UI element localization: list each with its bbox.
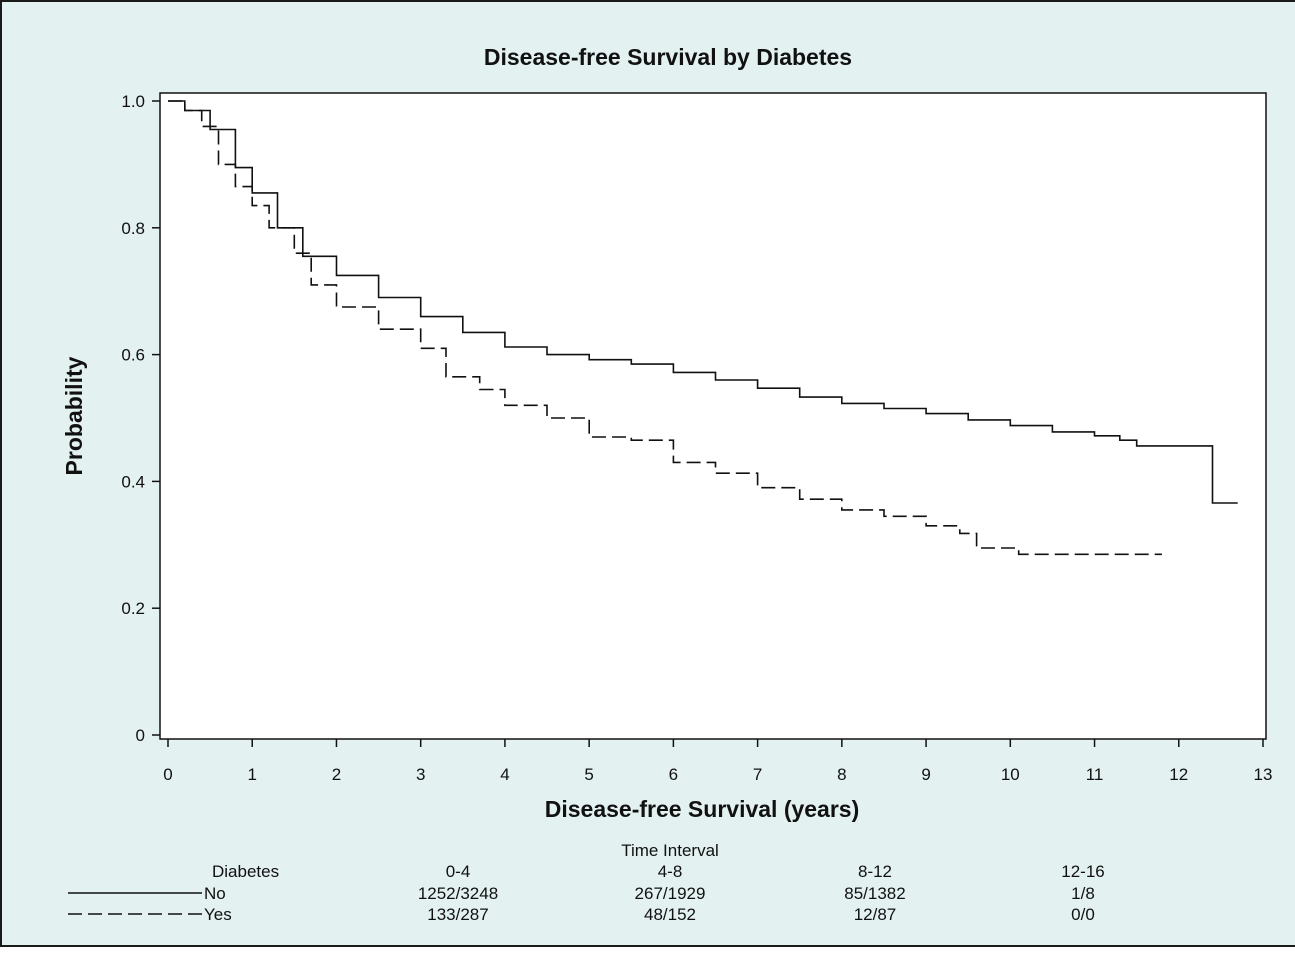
x-axis: 0 1 2 3 4 5 6 7 8 9 10 11 12 13 <box>163 739 1272 784</box>
x-tick-label: 4 <box>500 765 509 784</box>
risk-cell: 48/152 <box>644 905 696 924</box>
risk-table-header: Time Interval <box>621 841 719 860</box>
chart-title: Disease-free Survival by Diabetes <box>484 44 852 70</box>
y-tick-label: 0.8 <box>121 219 145 238</box>
x-tick-label: 10 <box>1001 765 1020 784</box>
risk-interval-label: 4-8 <box>658 862 683 881</box>
y-tick-label: 0 <box>136 726 145 745</box>
series-line-no <box>168 100 1238 504</box>
risk-cell: 133/287 <box>427 905 488 924</box>
x-tick-label: 2 <box>332 765 341 784</box>
risk-interval-label: 0-4 <box>446 862 471 881</box>
risk-table: Time Interval Diabetes 0-4 4-8 8-12 12-16 No… <box>68 841 1105 924</box>
x-tick-label: 12 <box>1169 765 1188 784</box>
x-tick-label: 1 <box>247 765 256 784</box>
plot-area <box>159 92 1267 740</box>
y-tick-label: 0.2 <box>121 599 145 618</box>
x-axis-label: Disease-free Survival (years) <box>545 796 860 822</box>
risk-cell: 267/1929 <box>635 884 706 903</box>
risk-row-label: Yes <box>204 905 232 924</box>
risk-cell: 0/0 <box>1071 905 1095 924</box>
x-tick-label: 3 <box>416 765 425 784</box>
risk-cell: 1252/3248 <box>418 884 498 903</box>
y-tick-label: 0.6 <box>121 346 145 365</box>
series-line-yes <box>168 100 1162 556</box>
y-tick-label: 0.4 <box>121 472 145 491</box>
risk-cell: 12/87 <box>854 905 897 924</box>
risk-table-row-header: Diabetes <box>212 862 279 881</box>
x-tick-label: 0 <box>163 765 172 784</box>
x-tick-label: 13 <box>1254 765 1273 784</box>
x-tick-label: 6 <box>669 765 678 784</box>
risk-cell: 85/1382 <box>844 884 905 903</box>
x-tick-label: 9 <box>921 765 930 784</box>
x-tick-label: 11 <box>1086 765 1104 784</box>
survival-curves <box>168 100 1238 556</box>
y-axis: 0 0.2 0.4 0.6 0.8 1.0 <box>121 92 160 745</box>
risk-interval-label: 8-12 <box>858 862 892 881</box>
risk-interval-label: 12-16 <box>1061 862 1104 881</box>
x-tick-label: 5 <box>584 765 593 784</box>
risk-row-label: No <box>204 884 226 903</box>
risk-cell: 1/8 <box>1071 884 1095 903</box>
y-axis-label: Probability <box>61 356 87 475</box>
x-tick-label: 8 <box>837 765 846 784</box>
y-tick-label: 1.0 <box>121 92 145 111</box>
x-tick-label: 7 <box>753 765 762 784</box>
